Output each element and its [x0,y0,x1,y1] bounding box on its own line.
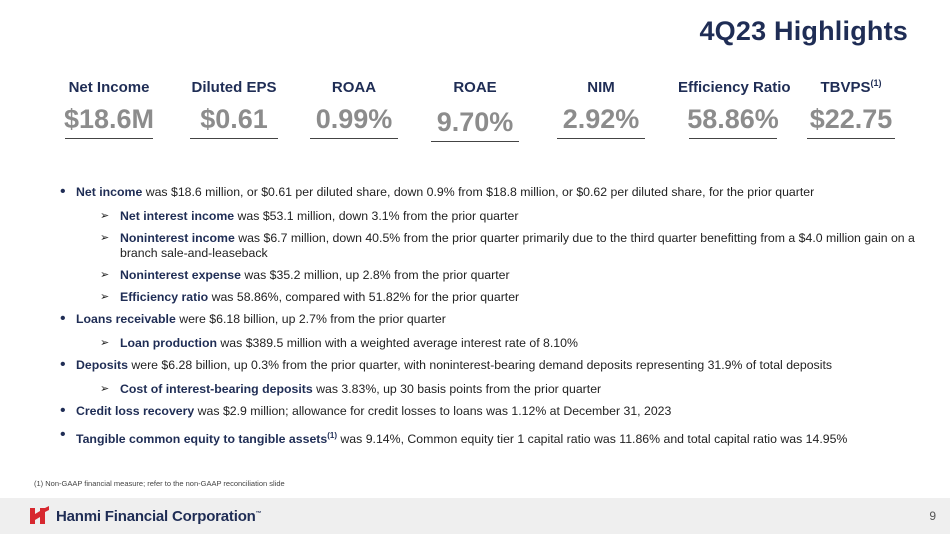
bullet-text: was $2.9 million; allowance for credit l… [194,404,672,418]
sub-bullet-item: Noninterest expense was $35.2 million, u… [58,268,918,283]
metric-label: Efficiency Ratio [678,79,791,96]
bullet-text: was 3.83%, up 30 basis points from the p… [312,382,602,396]
bullet-text: was $389.5 million with a weighted avera… [217,336,578,350]
highlights-list: Net income was $18.6 million, or $0.61 p… [58,184,918,456]
page-number: 9 [929,509,936,523]
bullet-item: Loans receivable were $6.18 billion, up … [58,311,918,327]
bullet-text: was $18.6 million, or $0.61 per diluted … [142,185,815,199]
sub-bullet-item: Net interest income was $53.1 million, d… [58,209,918,224]
bullet-keyword: Noninterest expense [120,268,241,282]
bullet-keyword: Net interest income [120,209,235,223]
bullet-keyword: Cost of interest-bearing deposits [120,382,313,396]
sub-bullet-item: Cost of interest-bearing deposits was 3.… [58,382,918,397]
hanmi-logo-icon [30,506,49,524]
metric-underline [689,138,777,139]
bullet-item: Net income was $18.6 million, or $0.61 p… [58,184,918,200]
metric-value: 0.99% [315,104,393,134]
company-logo: Hanmi Financial Corporation™ [28,506,262,526]
bullet-item: Tangible common equity to tangible asset… [58,427,918,447]
metric-efficiency-ratio: Efficiency Ratio 58.86% [678,78,791,139]
metric-net-income: Net Income $18.6M [59,78,159,139]
metric-value: 2.92% [562,104,640,134]
bullet-keyword: Noninterest income [120,231,235,245]
metric-diluted-eps: Diluted EPS $0.61 [184,78,284,139]
footer-bar: Hanmi Financial Corporation™ 9 [0,498,950,534]
metric-underline [190,138,278,139]
metric-label: NIM [587,79,615,96]
metric-value: 58.86% [687,104,779,134]
metric-value: $22.75 [809,104,893,134]
metric-underline [65,138,153,139]
metric-roae: ROAE 9.70% [425,78,525,142]
bullet-text: was $53.1 million, down 3.1% from the pr… [234,209,519,223]
metric-underline [557,138,645,139]
metric-label: ROAA [331,79,377,96]
sub-bullet-item: Efficiency ratio was 58.86%, compared wi… [58,290,918,305]
metric-value: 9.70% [436,107,514,137]
bullet-text: was $6.7 million, down 40.5% from the pr… [120,231,915,260]
bullet-keyword: Net income [76,185,143,199]
metric-value: $18.6M [63,104,155,134]
sub-bullet-item: Loan production was $389.5 million with … [58,336,918,351]
page-title: 4Q23 Highlights [699,16,908,46]
company-name: Hanmi Financial Corporation™ [56,507,262,525]
metric-value: $0.61 [200,104,268,134]
metric-underline [310,138,398,139]
bullet-text: was 58.86%, compared with 51.82% for the… [208,290,520,304]
metric-label: TBVPS(1) [820,78,882,96]
metric-label: Diluted EPS [191,79,277,96]
bullet-keyword: Deposits [76,358,128,372]
metric-label: ROAE [453,79,497,96]
bullet-item: Deposits were $6.28 billion, up 0.3% fro… [58,357,918,373]
metric-underline [807,138,895,139]
bullet-text: was $35.2 million, up 2.8% from the prio… [240,268,510,282]
bullet-text: were $6.28 billion, up 0.3% from the pri… [127,358,833,372]
bullet-keyword: Efficiency ratio [120,290,209,304]
footnote: (1) Non-GAAP financial measure; refer to… [34,479,285,488]
sub-bullet-item: Noninterest income was $6.7 million, dow… [58,231,918,261]
metric-underline [431,141,519,142]
bullet-keyword: Loan production [120,336,217,350]
bullet-keyword: Tangible common equity to tangible asset… [76,431,337,447]
bullet-keyword: Loans receivable [76,312,176,326]
metric-label: Net Income [68,79,150,96]
metric-tbvps: TBVPS(1) $22.75 [801,78,901,139]
bullet-text: were $6.18 billion, up 2.7% from the pri… [175,312,446,326]
bullet-keyword: Credit loss recovery [76,404,195,418]
bullet-item: Credit loss recovery was $2.9 million; a… [58,403,918,419]
metric-nim: NIM 2.92% [551,78,651,139]
bullet-text: was 9.14%, Common equity tier 1 capital … [337,432,848,447]
metric-roaa: ROAA 0.99% [304,78,404,139]
